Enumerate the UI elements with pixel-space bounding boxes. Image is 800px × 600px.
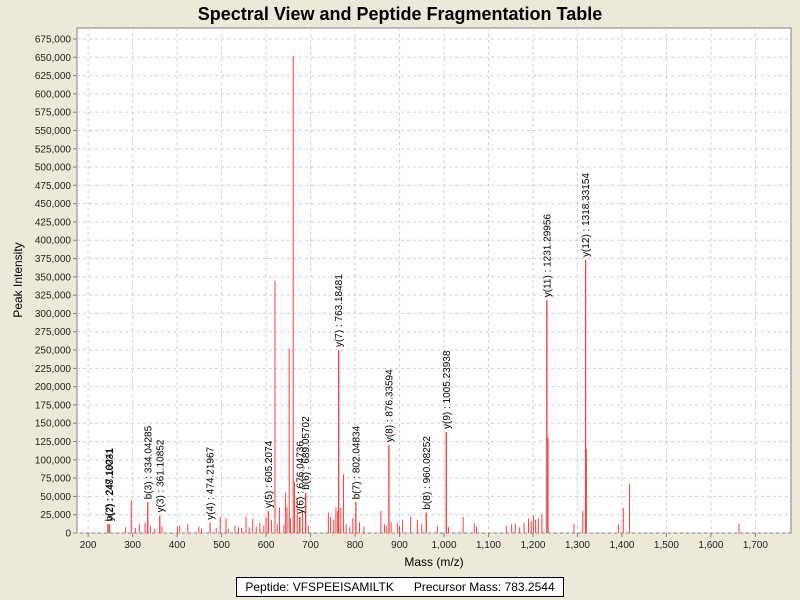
y-tick-label: 125,000: [35, 437, 72, 448]
plot-area: [76, 27, 792, 534]
fragment-label: b(6) : 689.05702: [301, 416, 312, 490]
fragment-label: y(3) : 361.10852: [155, 439, 166, 512]
peptide-info-box: Peptide: VFSPEEISAMILTK Precursor Mass: …: [236, 577, 564, 597]
y-tick-label: 175,000: [35, 400, 72, 411]
y-tick-label: 150,000: [35, 419, 72, 430]
fragment-label: b(3) : 334.04285: [143, 425, 154, 499]
x-tick-label: 1,700: [743, 540, 768, 551]
fragment-label: y(4) : 474.21967: [206, 446, 217, 519]
fragment-label: y(7) : 763.18481: [334, 274, 345, 347]
y-tick-label: 75,000: [40, 474, 71, 485]
y-tick-label: 425,000: [35, 217, 72, 228]
fragment-label: y(12) : 1318.33154: [581, 173, 592, 257]
y-tick-label: 50,000: [40, 492, 71, 503]
y-tick-label: 225,000: [35, 364, 72, 375]
x-tick-label: 1,400: [609, 540, 634, 551]
x-tick-label: 900: [391, 540, 408, 551]
x-tick-label: 800: [347, 540, 364, 551]
y-tick-label: 550,000: [35, 126, 72, 137]
x-tick-label: 1,100: [476, 540, 501, 551]
grid: [77, 28, 791, 534]
y-tick-label: 300,000: [35, 309, 72, 320]
x-tick-label: 1,500: [654, 540, 679, 551]
precursor-mass: Precursor Mass: 783.2544: [413, 580, 555, 594]
y-tick-label: 350,000: [35, 272, 72, 283]
x-tick-label: 200: [80, 540, 97, 551]
peptide-sequence: Peptide: VFSPEEISAMILTK: [245, 580, 394, 594]
y-tick-label: 375,000: [35, 254, 72, 265]
y-tick-label: 275,000: [35, 327, 72, 338]
fragment-label: y(11) : 1231.29956: [542, 214, 553, 298]
y-tick-label: 25,000: [40, 510, 71, 521]
fragment-label: y(8) : 876.33594: [384, 369, 395, 442]
y-tick-label: 525,000: [35, 144, 72, 155]
x-tick-label: 1,200: [520, 540, 545, 551]
y-tick-label: 575,000: [35, 108, 72, 119]
x-tick-label: 700: [302, 540, 319, 551]
fragment-label: b(7) : 802.04834: [351, 425, 362, 499]
y-tick-label: 100,000: [35, 455, 72, 466]
y-tick-label: 250,000: [35, 346, 72, 357]
y-tick-label: 0: [65, 529, 71, 540]
x-tick-label: 600: [258, 540, 275, 551]
y-tick-label: 475,000: [35, 181, 72, 192]
x-tick-label: 500: [213, 540, 230, 551]
fragment-label: y(5) : 605.2074: [264, 440, 275, 508]
y-tick-label: 325,000: [35, 291, 72, 302]
y-tick-label: 625,000: [35, 71, 72, 82]
fragment-label: y(2) : 248.16031: [105, 448, 116, 521]
x-tick-label: 400: [169, 540, 186, 551]
fragment-label: b(8) : 960.08252: [422, 436, 433, 510]
fragment-label: y(9) : 1005.23938: [442, 350, 453, 429]
chart-title: Spectral View and Peptide Fragmentation …: [198, 4, 602, 24]
x-axis-label: Mass (m/z): [404, 555, 463, 569]
fragment-label: b(2) : 247.10241: [105, 447, 116, 521]
y-tick-label: 200,000: [35, 382, 72, 393]
y-tick-label: 600,000: [35, 89, 72, 100]
fragment-label: y(6) : 676.04736: [295, 441, 306, 514]
y-axis-label: Peak Intensity: [11, 242, 25, 317]
y-tick-label: 450,000: [35, 199, 72, 210]
x-axis-ticks: 200 300 400 500 600 700 800 900 1,000 1,100 1,200 1…: [80, 533, 768, 551]
y-tick-label: 675,000: [35, 34, 72, 45]
y-tick-label: 650,000: [35, 53, 72, 64]
peak-series: [107, 55, 740, 533]
x-tick-label: 300: [124, 540, 141, 551]
y-axis-ticks: 0 25,000 50,000 75,000 100,000 125,000 150,000…: [35, 34, 77, 540]
y-tick-label: 500,000: [35, 163, 72, 174]
x-tick-label: 1,300: [565, 540, 590, 551]
x-tick-label: 1,600: [698, 540, 723, 551]
y-tick-label: 400,000: [35, 236, 72, 247]
x-tick-label: 1,000: [431, 540, 456, 551]
